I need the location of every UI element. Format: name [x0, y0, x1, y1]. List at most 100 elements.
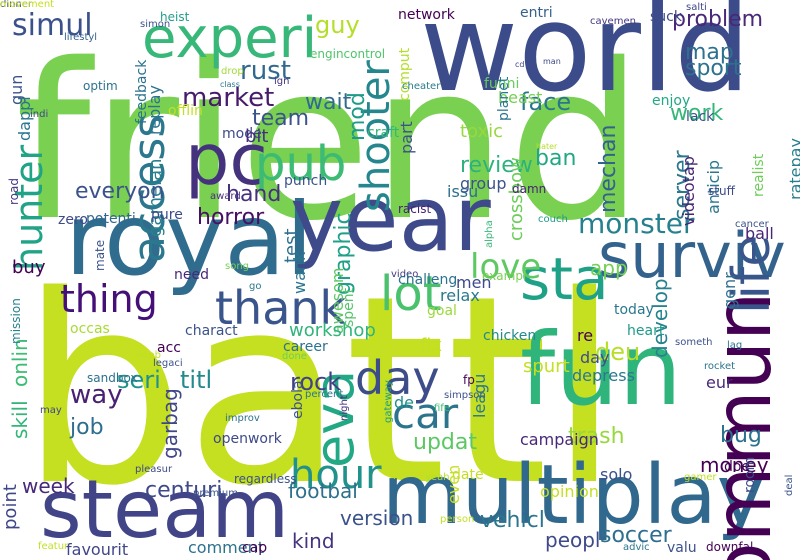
cloud-word: lag	[727, 340, 743, 351]
cloud-word: pure	[151, 207, 183, 223]
cloud-word: experi	[142, 6, 318, 71]
cloud-word: peopl	[545, 528, 601, 552]
cloud-word: alpha	[484, 220, 495, 248]
cloud-word: legaci	[153, 358, 183, 369]
cloud-word: fife	[434, 403, 450, 414]
cloud-word: night	[339, 395, 350, 421]
cloud-word: sport	[685, 56, 742, 81]
cloud-word: cap	[242, 540, 268, 556]
cloud-word: wait	[305, 90, 352, 115]
cloud-word: gateway	[383, 380, 394, 423]
cloud-word: comput	[397, 48, 413, 102]
cloud-word: zero	[58, 212, 88, 228]
cloud-word: go	[249, 281, 262, 292]
cloud-word: song	[225, 261, 250, 272]
cloud-word: done	[282, 351, 307, 362]
cloud-word: hunter	[7, 145, 51, 272]
cloud-word: re	[577, 326, 594, 345]
cloud-word: sandbox	[87, 371, 138, 385]
cloud-word: mode	[222, 126, 262, 142]
cloud-word: ratepay	[786, 138, 800, 200]
cloud-word: men	[456, 273, 492, 292]
cloud-word: percent	[305, 389, 344, 400]
cloud-word: rock	[290, 368, 342, 396]
cloud-word: hand	[226, 182, 282, 207]
cloud-word: offlin	[168, 103, 203, 119]
cloud-word: cancer	[735, 219, 769, 230]
cloud-word: bit	[245, 126, 269, 147]
cloud-word: today	[614, 302, 654, 318]
cloud-word: campaign	[520, 430, 599, 449]
cloud-word: money	[700, 453, 769, 477]
cloud-word: heist	[160, 10, 190, 24]
cloud-word: face	[520, 88, 572, 116]
cloud-word: award	[210, 191, 241, 202]
cloud-word: mechan	[596, 125, 621, 214]
cloud-word: room	[742, 457, 758, 494]
cloud-word: advic	[623, 542, 650, 553]
cloud-word: opinion	[540, 482, 599, 501]
cloud-word: hour	[290, 452, 382, 498]
cloud-word: titl	[180, 366, 213, 394]
cloud-word: challeng	[398, 272, 458, 288]
cloud-word: solo	[600, 465, 633, 484]
cloud-word: exampl	[482, 269, 527, 283]
cloud-word: job	[70, 415, 104, 440]
cloud-word: car	[392, 389, 459, 438]
cloud-word: simul	[12, 8, 93, 43]
cloud-word: yeah	[425, 472, 450, 483]
cloud-word: fun	[520, 311, 682, 428]
cloud-word: road	[7, 178, 21, 205]
cloud-word: toxic	[460, 121, 504, 142]
cloud-word: cheater	[402, 81, 441, 92]
cloud-word: mate	[93, 240, 107, 272]
cloud-word: charact	[185, 323, 238, 339]
cloud-word: soccer	[600, 523, 672, 548]
cloud-word: openwork	[213, 431, 282, 447]
cloud-word: crossbow	[506, 157, 527, 241]
cloud-word: depress	[572, 366, 635, 385]
cloud-word: thank	[215, 281, 347, 335]
cloud-word: guy	[315, 11, 360, 39]
cloud-word: mission	[9, 298, 23, 344]
cloud-word: date	[452, 467, 484, 483]
cloud-word: hater	[536, 142, 558, 151]
cloud-word: workshop	[289, 320, 376, 341]
cloud-word: acc	[157, 340, 181, 356]
cloud-word: week	[22, 474, 75, 498]
cloud-word: thing	[60, 277, 158, 321]
cloud-word: potenti	[86, 211, 136, 227]
cloud-word: de	[394, 393, 414, 412]
cloud-word: way	[70, 380, 123, 410]
cloud-word: fix	[420, 335, 442, 356]
cloud-word: rocket	[704, 361, 736, 372]
cloud-word: cd	[515, 60, 525, 69]
cloud-word: ban	[535, 146, 577, 171]
cloud-word: updat	[413, 430, 477, 455]
cloud-word: monster	[578, 207, 695, 240]
cloud-word: cavemen	[590, 16, 636, 27]
cloud-word: team	[252, 106, 310, 131]
cloud-word: fp	[463, 373, 475, 387]
cloud-word: man	[543, 57, 561, 66]
cloud-word: garbag	[158, 388, 182, 459]
cloud-word: replay	[145, 85, 164, 135]
cloud-word: onlin	[8, 338, 32, 387]
cloud-word: punch	[284, 173, 328, 189]
cloud-word: pub	[255, 136, 347, 192]
cloud-word: craft	[367, 125, 400, 141]
cloud-word: realist	[751, 154, 767, 198]
cloud-word: gamer	[684, 472, 717, 483]
cloud-word: relax	[440, 286, 480, 305]
cloud-word: friend	[15, 17, 644, 268]
cloud-word: rust	[240, 56, 291, 86]
cloud-word: funni	[484, 76, 520, 92]
cloud-word: valu	[667, 540, 697, 556]
cloud-word: pleasur	[135, 464, 173, 475]
cloud-word: dinner	[0, 0, 33, 10]
cloud-word: lack	[686, 109, 715, 125]
cloud-word: planet	[496, 77, 512, 122]
cloud-word: person	[440, 514, 475, 525]
cloud-word: lifestyl	[64, 32, 98, 43]
cloud-word: map	[685, 40, 734, 65]
